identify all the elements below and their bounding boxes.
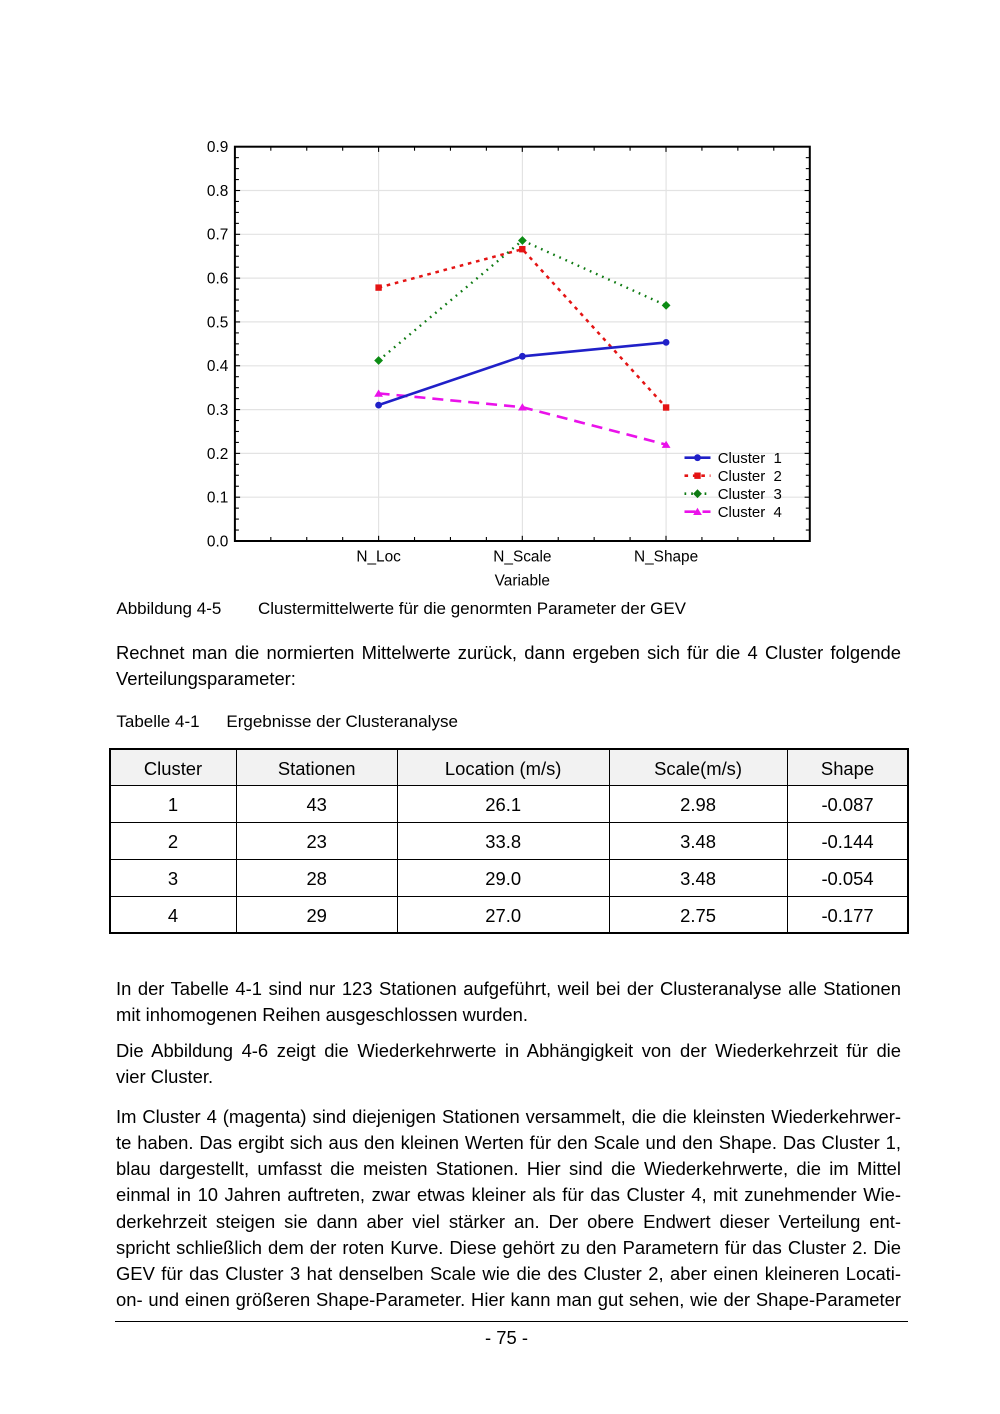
svg-text:0.9: 0.9 (207, 139, 228, 156)
svg-text:Cluster 3: Cluster 3 (718, 486, 782, 503)
svg-text:0.8: 0.8 (207, 183, 228, 200)
svg-text:0.1: 0.1 (207, 490, 228, 507)
svg-text:0.6: 0.6 (207, 271, 228, 288)
svg-text:N_Shape: N_Shape (634, 549, 698, 566)
svg-text:Cluster 1: Cluster 1 (718, 450, 782, 467)
svg-text:Cluster 2: Cluster 2 (718, 468, 782, 485)
svg-text:N_Loc: N_Loc (356, 549, 401, 566)
svg-text:0.0: 0.0 (207, 533, 228, 550)
svg-text:0.2: 0.2 (207, 446, 228, 463)
svg-text:0.3: 0.3 (207, 402, 228, 419)
svg-text:0.7: 0.7 (207, 227, 228, 244)
svg-text:Cluster 4: Cluster 4 (718, 504, 782, 521)
svg-text:0.5: 0.5 (207, 314, 228, 331)
svg-text:0.4: 0.4 (207, 358, 229, 375)
svg-text:N_Scale: N_Scale (493, 549, 551, 566)
svg-text:Variable: Variable (495, 573, 550, 590)
